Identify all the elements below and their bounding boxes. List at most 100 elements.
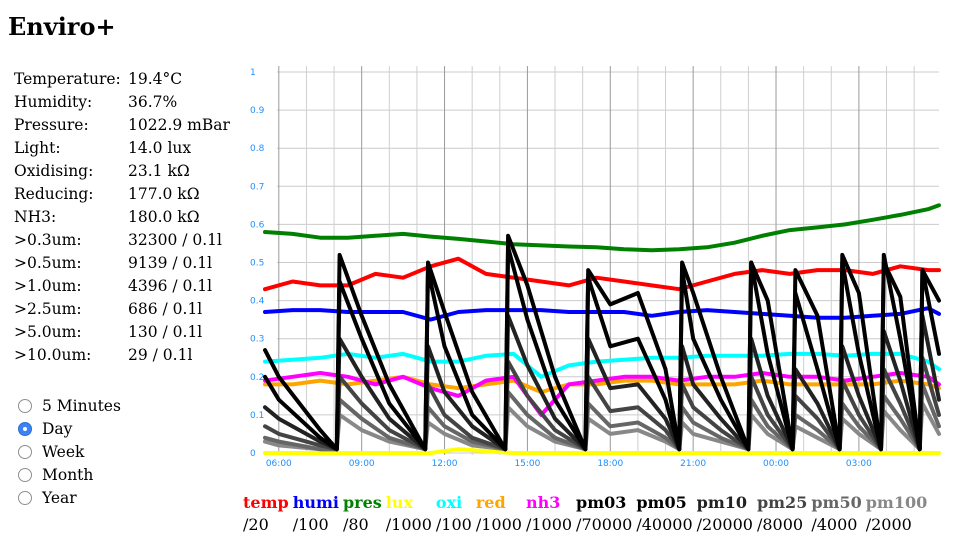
legend-name: humi	[292, 493, 339, 512]
reading-label: >2.5um:	[14, 300, 82, 318]
series-line-lux	[263, 447, 941, 455]
reading-value: 4396 / 0.1l	[128, 277, 213, 295]
legend-item-pres: pres/80	[343, 492, 382, 536]
radio-button[interactable]	[18, 490, 32, 505]
legend-item-red: red/1000	[476, 492, 522, 536]
legend-item-temp: temp/20	[243, 492, 289, 536]
reading-row: Reducing: 177.0 kΩ	[14, 183, 230, 206]
reading-label: >0.5um:	[14, 254, 82, 272]
radio-button[interactable]	[18, 467, 32, 482]
series-line-pm03	[263, 233, 941, 452]
readings-table: Temperature: 19.4°C Humidity: 36.7% Pressure…	[14, 68, 230, 367]
legend-scale: /8000	[756, 515, 804, 534]
chart-legend: temp/20 humi/100 pres/80 lux/1000 oxi/100 red…	[243, 492, 931, 536]
reading-value: 36.7%	[128, 93, 178, 111]
legend-name: temp	[243, 493, 289, 512]
reading-value: 29 / 0.1l	[128, 346, 193, 364]
legend-name: red	[475, 493, 506, 512]
legend-scale: /1000	[475, 515, 522, 534]
legend-scale: /2000	[865, 515, 912, 534]
x-tick-label: 12:00	[432, 459, 458, 469]
legend-scale: /20000	[696, 515, 753, 534]
reading-row: >0.3um: 32300 / 0.1l	[14, 229, 230, 252]
y-tick-label: 0.1	[250, 411, 264, 421]
series-line-pm25	[263, 355, 941, 452]
legend-item-pm25: pm25/8000	[757, 492, 807, 536]
legend-scale: /100	[292, 515, 329, 534]
reading-value: 177.0 kΩ	[128, 185, 200, 203]
radio-button[interactable]	[18, 444, 32, 459]
y-tick-label: 0.9	[250, 106, 265, 116]
legend-name: pm50	[811, 493, 862, 512]
reading-row: >5.0um: 130 / 0.1l	[14, 321, 230, 344]
series-line-pm50	[263, 382, 941, 452]
legend-scale: /80	[342, 515, 369, 534]
radio-button[interactable]	[18, 421, 32, 436]
legend-name: oxi	[435, 493, 463, 512]
period-option-label: Year	[42, 488, 77, 507]
series-line-pres	[263, 203, 941, 253]
legend-item-pm50: pm50/4000	[811, 492, 861, 536]
reading-value: 23.1 kΩ	[128, 162, 190, 180]
y-tick-label: 0.3	[250, 335, 264, 345]
reading-row: NH3: 180.0 kΩ	[14, 206, 230, 229]
y-tick-label: 0	[250, 449, 256, 459]
legend-scale: /40000	[636, 515, 693, 534]
legend-item-pm05: pm05/40000	[636, 492, 692, 536]
reading-value: 19.4°C	[128, 70, 183, 88]
legend-item-humi: humi/100	[293, 492, 339, 536]
period-option-5-minutes[interactable]: 5 Minutes	[18, 394, 121, 417]
y-tick-label: 0.7	[250, 182, 264, 192]
period-option-label: Day	[42, 419, 73, 438]
reading-label: Pressure:	[14, 116, 89, 134]
page-title: Enviro+	[8, 12, 116, 41]
reading-value: 14.0 lux	[128, 139, 192, 157]
legend-name: pm100	[865, 493, 928, 512]
period-option-week[interactable]: Week	[18, 440, 121, 463]
y-tick-label: 0.6	[250, 220, 265, 230]
reading-row: Humidity: 36.7%	[14, 91, 230, 114]
radio-button[interactable]	[18, 398, 32, 413]
reading-label: Oxidising:	[14, 162, 94, 180]
legend-name: pm25	[756, 493, 808, 512]
period-option-month[interactable]: Month	[18, 463, 121, 486]
x-tick-label: 18:00	[597, 459, 623, 469]
legend-scale: /70000	[576, 515, 633, 534]
period-option-label: Week	[42, 442, 85, 461]
x-tick-label: 15:00	[514, 459, 540, 469]
series-line-pm05	[263, 245, 941, 452]
reading-label: >10.0um:	[14, 346, 92, 364]
x-tick-label: 06:00	[266, 459, 292, 469]
reading-value: 32300 / 0.1l	[128, 231, 222, 249]
reading-row: Oxidising: 23.1 kΩ	[14, 160, 230, 183]
legend-name: lux	[385, 493, 414, 512]
reading-value: 686 / 0.1l	[128, 300, 203, 318]
legend-name: nh3	[525, 493, 561, 512]
reading-row: >0.5um: 9139 / 0.1l	[14, 252, 230, 275]
reading-label: NH3:	[14, 208, 57, 226]
legend-scale: /100	[435, 515, 472, 534]
legend-scale: /1000	[385, 515, 432, 534]
x-tick-label: 00:00	[763, 459, 789, 469]
period-option-label: Month	[42, 465, 94, 484]
reading-label: Reducing:	[14, 185, 94, 203]
y-tick-label: 0.2	[250, 373, 264, 383]
legend-scale: /4000	[811, 515, 858, 534]
period-option-day[interactable]: Day	[18, 417, 121, 440]
legend-item-pm100: pm100/2000	[866, 492, 928, 536]
legend-name: pm05	[636, 493, 687, 512]
x-tick-label: 09:00	[349, 459, 375, 469]
reading-value: 130 / 0.1l	[128, 323, 203, 341]
reading-label: Light:	[14, 139, 61, 157]
reading-value: 1022.9 mBar	[128, 116, 230, 134]
y-tick-label: 0.4	[250, 297, 265, 307]
legend-item-nh3: nh3/1000	[526, 492, 572, 536]
x-tick-label: 21:00	[680, 459, 706, 469]
legend-item-lux: lux/1000	[386, 492, 432, 536]
reading-row: Pressure: 1022.9 mBar	[14, 114, 230, 137]
period-option-year[interactable]: Year	[18, 486, 121, 509]
period-selector: 5 Minutes Day Week Month Year	[18, 394, 121, 509]
legend-item-pm03: pm03/70000	[576, 492, 632, 536]
legend-item-pm10: pm10/20000	[697, 492, 753, 536]
